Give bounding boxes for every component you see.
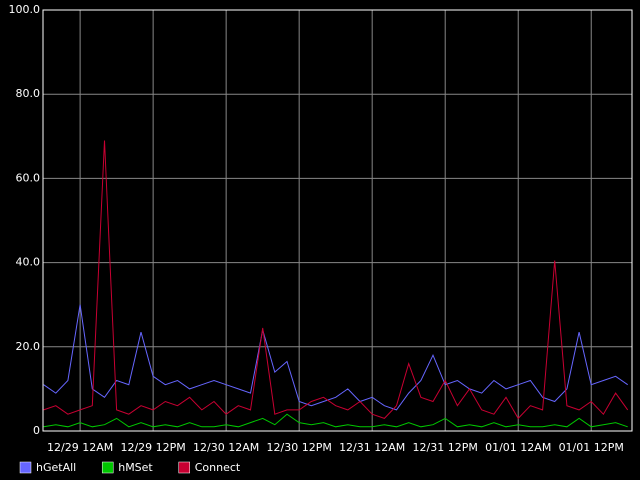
x-tick-label: 12/30 12PM <box>267 441 332 454</box>
series-line <box>43 140 629 420</box>
y-tick-label: 80.0 <box>16 87 41 100</box>
y-tick-label: 20.0 <box>16 340 41 353</box>
series-line <box>43 304 628 411</box>
x-tick-label: 01/01 12AM <box>485 441 551 454</box>
x-tick-label: 12/29 12PM <box>120 441 185 454</box>
legend-swatch <box>178 461 190 474</box>
y-tick-label: 60.0 <box>16 171 41 184</box>
x-tick-label: 12/31 12AM <box>339 441 405 454</box>
x-tick-label: 12/31 12PM <box>413 441 478 454</box>
x-tick-label: 01/01 12PM <box>559 441 624 454</box>
legend-label: hMSet <box>118 461 153 474</box>
legend-swatch <box>19 461 32 474</box>
y-tick-label: 0 <box>33 424 40 437</box>
series-line <box>43 413 628 428</box>
x-tick-label: 12/29 12AM <box>47 441 113 454</box>
plot-frame <box>42 9 633 432</box>
y-tick-label: 100.0 <box>9 3 41 16</box>
legend-label: hGetAll <box>36 461 76 474</box>
legend-label: Connect <box>195 461 241 474</box>
legend-swatch <box>101 461 114 474</box>
y-tick-label: 40.0 <box>16 256 41 269</box>
x-tick-label: 12/30 12AM <box>193 441 259 454</box>
